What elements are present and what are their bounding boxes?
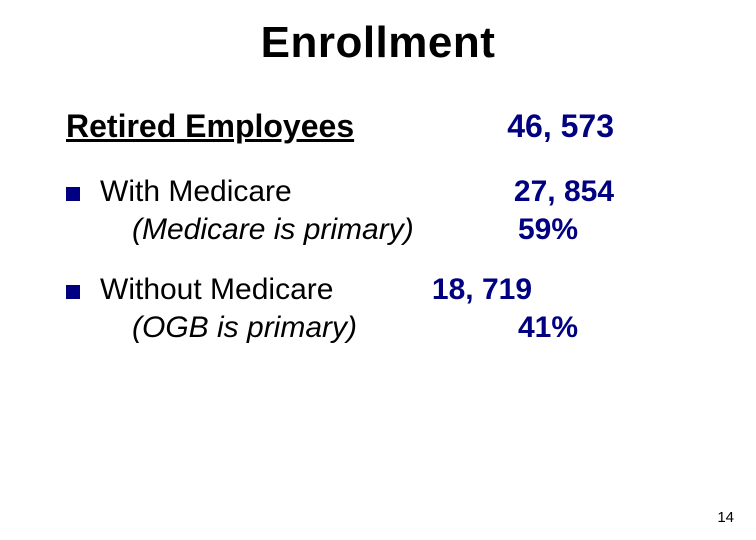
slide: Enrollment Retired Employees 46, 573 Wit… — [0, 0, 756, 540]
list-item: With Medicare 27, 854 (Medicare is prima… — [60, 175, 696, 247]
list-item-top: Without Medicare 18, 719 — [66, 273, 696, 307]
item-sub-label: (Medicare is primary) — [132, 213, 414, 247]
header-value: 46, 573 — [507, 108, 696, 145]
list-item-top: With Medicare 27, 854 — [66, 175, 696, 209]
list-item-sub: (Medicare is primary) 59% — [66, 213, 696, 247]
list-item: Without Medicare 18, 719 (OGB is primary… — [60, 273, 696, 345]
item-label: Without Medicare — [100, 273, 333, 307]
item-sub-value: 59% — [518, 213, 696, 247]
item-sub-value: 41% — [518, 311, 696, 345]
list-item-sub: (OGB is primary) 41% — [66, 311, 696, 345]
header-row: Retired Employees 46, 573 — [60, 108, 696, 145]
item-value: 27, 854 — [514, 175, 696, 209]
item-value: 18, 719 — [432, 273, 696, 307]
square-bullet-icon — [66, 285, 80, 299]
slide-title: Enrollment — [60, 18, 696, 68]
page-number: 14 — [717, 509, 734, 526]
header-label: Retired Employees — [66, 108, 354, 145]
square-bullet-icon — [66, 187, 80, 201]
item-label: With Medicare — [100, 175, 292, 209]
item-sub-label: (OGB is primary) — [132, 311, 357, 345]
